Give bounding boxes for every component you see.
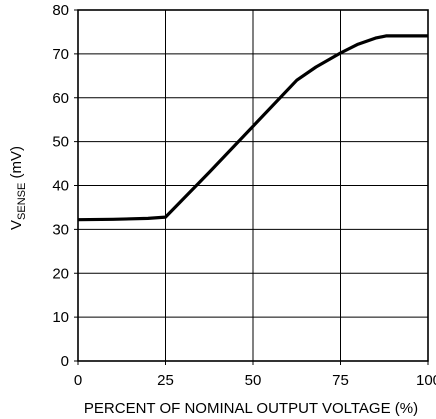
y-tick-label: 0 (61, 353, 69, 370)
series-line (77, 34, 428, 222)
series-layer (77, 34, 428, 222)
x-tick-label: 25 (157, 372, 174, 389)
y-axis-title: VSENSE (mV) (8, 146, 28, 230)
y-tick-label: 40 (52, 178, 69, 195)
y-tick-label: 70 (52, 46, 69, 63)
y-tick-label: 80 (52, 2, 69, 19)
x-tick-label: 0 (74, 372, 82, 389)
y-tick-label: 50 (52, 134, 69, 151)
y-tick-label: 30 (52, 221, 69, 238)
y-tick-label: 20 (52, 265, 69, 282)
x-tick-label: 100 (416, 372, 436, 389)
x-axis-title: PERCENT OF NOMINAL OUTPUT VOLTAGE (%) (84, 400, 418, 417)
y-tick-label: 10 (52, 309, 69, 326)
y-axis-title-main: V (8, 220, 25, 230)
y-tick-labels: 0 10 20 30 40 50 60 70 80 (52, 2, 78, 370)
y-axis-title-subscript: SENSE (16, 183, 28, 220)
x-tick-label: 75 (332, 372, 349, 389)
x-tick-label: 50 (245, 372, 262, 389)
y-axis-title-suffix: (mV) (8, 146, 25, 183)
grid (78, 10, 428, 361)
x-tick-labels: 0 25 50 75 100 (74, 361, 436, 389)
y-tick-label: 60 (52, 90, 69, 107)
